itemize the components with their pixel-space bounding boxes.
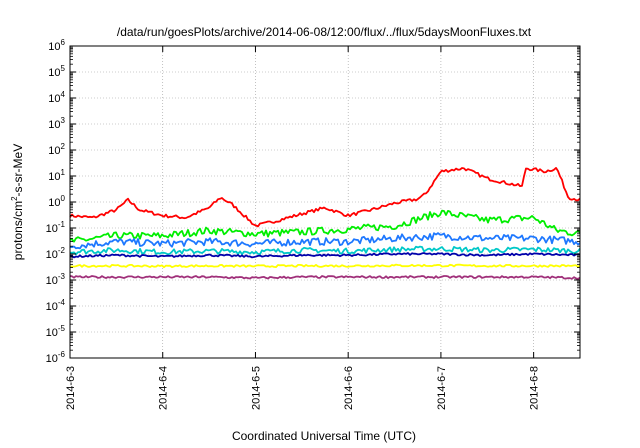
series-line-4 (69, 245, 581, 256)
x-tick-label: 2014-6-4 (158, 366, 170, 410)
x-tick-label: 2014-6-3 (65, 366, 77, 410)
y-axis-label: protons/cm2-s-sr-MeV (10, 144, 25, 260)
series-line-7 (69, 275, 581, 280)
y-tick-label: 10-6 (46, 350, 66, 365)
series-layer (69, 167, 581, 280)
x-tick-labels: 2014-6-3 2014-6-4 2014-6-5 2014-6-6 2014-6-7… (65, 366, 541, 410)
ticks (69, 45, 580, 359)
series-line-2 (69, 209, 581, 243)
y-tick-label: 106 (48, 38, 65, 53)
y-tick-label: 104 (48, 90, 65, 105)
y-tick-label: 10-5 (46, 324, 66, 339)
grid (70, 46, 580, 358)
y-tick-label: 105 (48, 64, 65, 79)
x-tick-label: 2014-6-7 (436, 366, 448, 410)
y-tick-label: 103 (48, 116, 65, 131)
chart-title: /data/run/goesPlots/archive/2014-06-08/1… (117, 25, 532, 39)
x-axis-label: Coordinated Universal Time (UTC) (232, 429, 416, 443)
series-line-5 (69, 252, 581, 259)
y-axis-label-rest: -s-sr-MeV (11, 144, 25, 197)
y-axis-label-main: protons/cm (11, 201, 25, 260)
y-tick-label: 10-1 (46, 220, 66, 235)
x-tick-label: 2014-6-6 (343, 366, 355, 410)
series-line-6 (69, 263, 581, 269)
x-tick-label: 2014-6-5 (250, 366, 262, 410)
y-tick-label: 100 (48, 194, 65, 209)
y-tick-label: 10-3 (46, 272, 66, 287)
y-axis-label-sup: 2 (10, 196, 19, 201)
series-line-3 (69, 232, 581, 250)
y-tick-label: 101 (48, 168, 65, 183)
y-tick-label: 10-2 (46, 246, 66, 261)
y-tick-label: 10-4 (46, 298, 66, 313)
x-tick-label: 2014-6-8 (529, 366, 541, 410)
series-line-1 (69, 167, 581, 228)
y-tick-labels: 106 105 104 103 102 101 100 10-1 10-2 10-3 10-4 10-… (46, 38, 66, 365)
y-tick-label: 102 (48, 142, 65, 157)
